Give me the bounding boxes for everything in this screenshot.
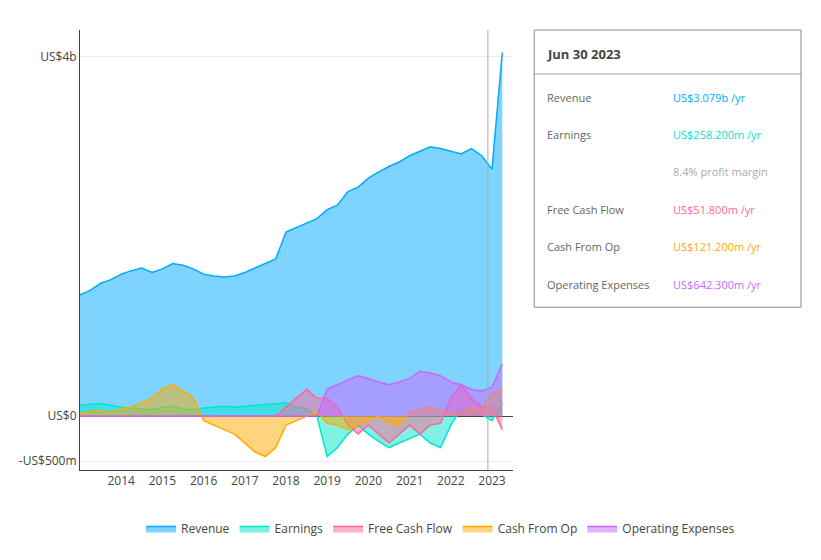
svg-text:US$642.300m /yr: US$642.300m /yr [673,277,762,292]
svg-text:-US$500m: -US$500m [19,452,77,469]
svg-text:Free Cash Flow: Free Cash Flow [368,520,453,537]
svg-text:Free Cash Flow: Free Cash Flow [547,202,624,217]
svg-text:2022: 2022 [437,472,465,489]
svg-text:2018: 2018 [272,472,300,489]
svg-text:Revenue: Revenue [547,90,591,105]
svg-text:2016: 2016 [190,472,218,489]
svg-text:Earnings: Earnings [275,520,324,537]
svg-text:2017: 2017 [231,472,259,489]
svg-text:US$0: US$0 [48,407,77,424]
svg-text:Earnings: Earnings [547,127,591,142]
svg-text:US$3.079b /yr: US$3.079b /yr [673,90,746,105]
svg-text:Operating Expenses: Operating Expenses [622,520,734,537]
svg-text:2019: 2019 [313,472,341,489]
svg-text:Revenue: Revenue [181,520,230,537]
svg-text:Operating Expenses: Operating Expenses [547,277,650,292]
svg-text:Cash From Op: Cash From Op [547,239,620,254]
svg-text:US$258.200m /yr: US$258.200m /yr [673,127,762,142]
svg-text:2015: 2015 [149,472,177,489]
svg-text:US$51.800m /yr: US$51.800m /yr [673,202,755,217]
svg-text:2020: 2020 [355,472,383,489]
svg-text:Jun 30 2023: Jun 30 2023 [547,45,621,63]
svg-text:2021: 2021 [396,472,423,489]
svg-text:US$4b: US$4b [40,48,76,65]
svg-text:US$121.200m /yr: US$121.200m /yr [673,239,762,254]
svg-text:8.4% profit margin: 8.4% profit margin [673,164,768,179]
svg-text:Cash From Op: Cash From Op [498,520,578,537]
svg-text:2014: 2014 [107,472,135,489]
svg-text:2023: 2023 [478,472,506,489]
